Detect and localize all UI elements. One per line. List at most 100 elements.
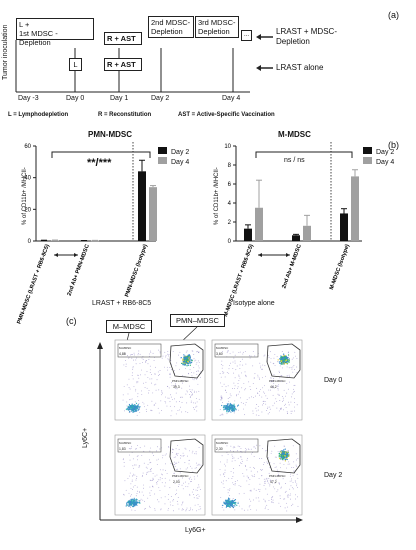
- event-dot: [180, 396, 182, 398]
- event-dot: [261, 458, 263, 460]
- box-3rd-line2: Depletion: [198, 27, 230, 36]
- event-dot: [293, 357, 295, 359]
- event-dot: [294, 384, 296, 386]
- event-dot: [183, 358, 185, 360]
- event-dot: [189, 450, 191, 452]
- event-dot: [227, 454, 229, 455]
- event-dot: [174, 388, 176, 390]
- m-chart-title: M-MDSC: [278, 130, 311, 139]
- pmn-chart-title: PMN-MDSC: [88, 130, 132, 139]
- event-dot: [195, 453, 197, 455]
- pmn-mdsc-gate-label: PMN-MDSC: [269, 474, 286, 478]
- event-dot: [233, 412, 235, 414]
- event-dot: [230, 501, 232, 503]
- event-dot: [193, 407, 194, 409]
- event-dot: [220, 397, 222, 399]
- bar: [340, 213, 348, 241]
- event-dot: [282, 478, 284, 480]
- event-dot: [188, 357, 190, 359]
- event-dot: [226, 445, 228, 447]
- y-tick-label: 20: [24, 207, 31, 213]
- event-dot: [198, 464, 200, 466]
- event-dot: [197, 493, 199, 495]
- event-dot: [219, 382, 221, 384]
- event-dot: [260, 389, 261, 390]
- event-dot: [232, 409, 234, 412]
- event-dot: [264, 354, 266, 356]
- event-dot: [255, 407, 257, 409]
- event-dot: [123, 458, 124, 460]
- event-dot: [134, 502, 136, 504]
- event-dot: [230, 395, 232, 397]
- event-dot: [265, 480, 267, 482]
- event-dot: [123, 462, 125, 463]
- event-dot: [284, 361, 287, 364]
- event-dot: [197, 365, 199, 367]
- event-dot: [188, 510, 190, 511]
- event-dot: [194, 504, 196, 506]
- event-dot: [233, 457, 235, 459]
- event-dot: [253, 446, 255, 448]
- event-dot: [195, 359, 197, 361]
- event-dot: [156, 379, 158, 381]
- event-dot: [137, 393, 139, 395]
- event-dot: [135, 495, 137, 497]
- event-dot: [261, 368, 263, 370]
- event-dot: [227, 406, 229, 408]
- event-dot: [167, 355, 169, 357]
- event-dot: [262, 448, 264, 450]
- event-dot: [268, 457, 269, 459]
- event-dot: [225, 406, 227, 408]
- legend-swatch-day2: [363, 147, 372, 154]
- significance-bracket: [255, 151, 353, 158]
- event-dot: [290, 485, 292, 487]
- legend-swatch-day4: [363, 157, 372, 164]
- event-dot: [286, 362, 288, 365]
- event-dot: [160, 509, 162, 511]
- event-dot: [220, 364, 222, 366]
- event-dot: [252, 499, 254, 501]
- event-dot: [191, 478, 193, 480]
- event-dot: [195, 489, 197, 491]
- event-dot: [175, 475, 177, 477]
- event-dot: [239, 360, 241, 362]
- event-dot: [265, 488, 267, 490]
- event-dot: [293, 467, 295, 468]
- event-dot: [189, 360, 191, 363]
- event-dot: [292, 475, 294, 477]
- event-dot: [264, 392, 265, 394]
- event-dot: [187, 411, 189, 413]
- event-dot: [137, 354, 139, 356]
- event-dot: [247, 509, 249, 511]
- event-dot: [167, 498, 169, 500]
- event-dot: [249, 357, 251, 359]
- bar: [244, 228, 252, 241]
- event-dot: [231, 505, 233, 507]
- event-dot: [291, 467, 293, 468]
- event-dot: [229, 498, 231, 500]
- event-dot: [123, 364, 125, 366]
- event-dot: [187, 486, 189, 488]
- event-dot: [197, 360, 199, 362]
- event-dot: [267, 355, 269, 357]
- event-dot: [284, 404, 285, 406]
- event-dot: [140, 374, 141, 376]
- event-dot: [219, 469, 221, 470]
- bar: [292, 235, 300, 241]
- event-dot: [279, 483, 281, 485]
- event-dot: [288, 461, 290, 463]
- event-dot: [257, 392, 259, 394]
- y-axis-ly6c: Ly6C+: [82, 427, 89, 448]
- event-dot: [242, 364, 244, 366]
- event-dot: [138, 350, 140, 352]
- event-dot: [286, 411, 288, 413]
- event-dot: [148, 353, 150, 355]
- footnote-l: L = Lymphodepletion: [8, 112, 69, 118]
- event-dot: [185, 393, 187, 395]
- event-dot: [167, 350, 169, 352]
- event-dot: [167, 353, 169, 355]
- event-dot: [240, 456, 242, 458]
- event-dot: [244, 465, 246, 466]
- event-dot: [247, 476, 249, 478]
